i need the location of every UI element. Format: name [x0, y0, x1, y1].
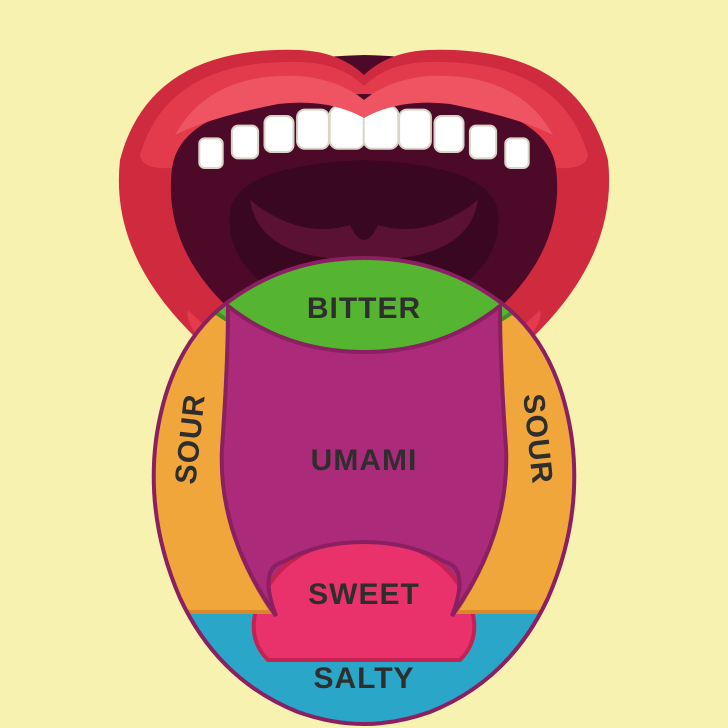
label-bitter: BITTER [307, 292, 421, 325]
tooth [297, 110, 329, 149]
tongue-taste-map-diagram: BITTER UMAMI SWEET SALTY SOUR SOUR [0, 0, 728, 728]
tooth [505, 138, 528, 168]
label-sweet: SWEET [308, 578, 420, 611]
tooth [470, 126, 496, 159]
tooth [265, 116, 294, 152]
label-umami: UMAMI [311, 444, 418, 477]
label-salty: SALTY [313, 662, 414, 695]
tooth [199, 138, 222, 168]
tooth [399, 110, 431, 149]
tooth [232, 126, 258, 159]
tooth [435, 116, 464, 152]
